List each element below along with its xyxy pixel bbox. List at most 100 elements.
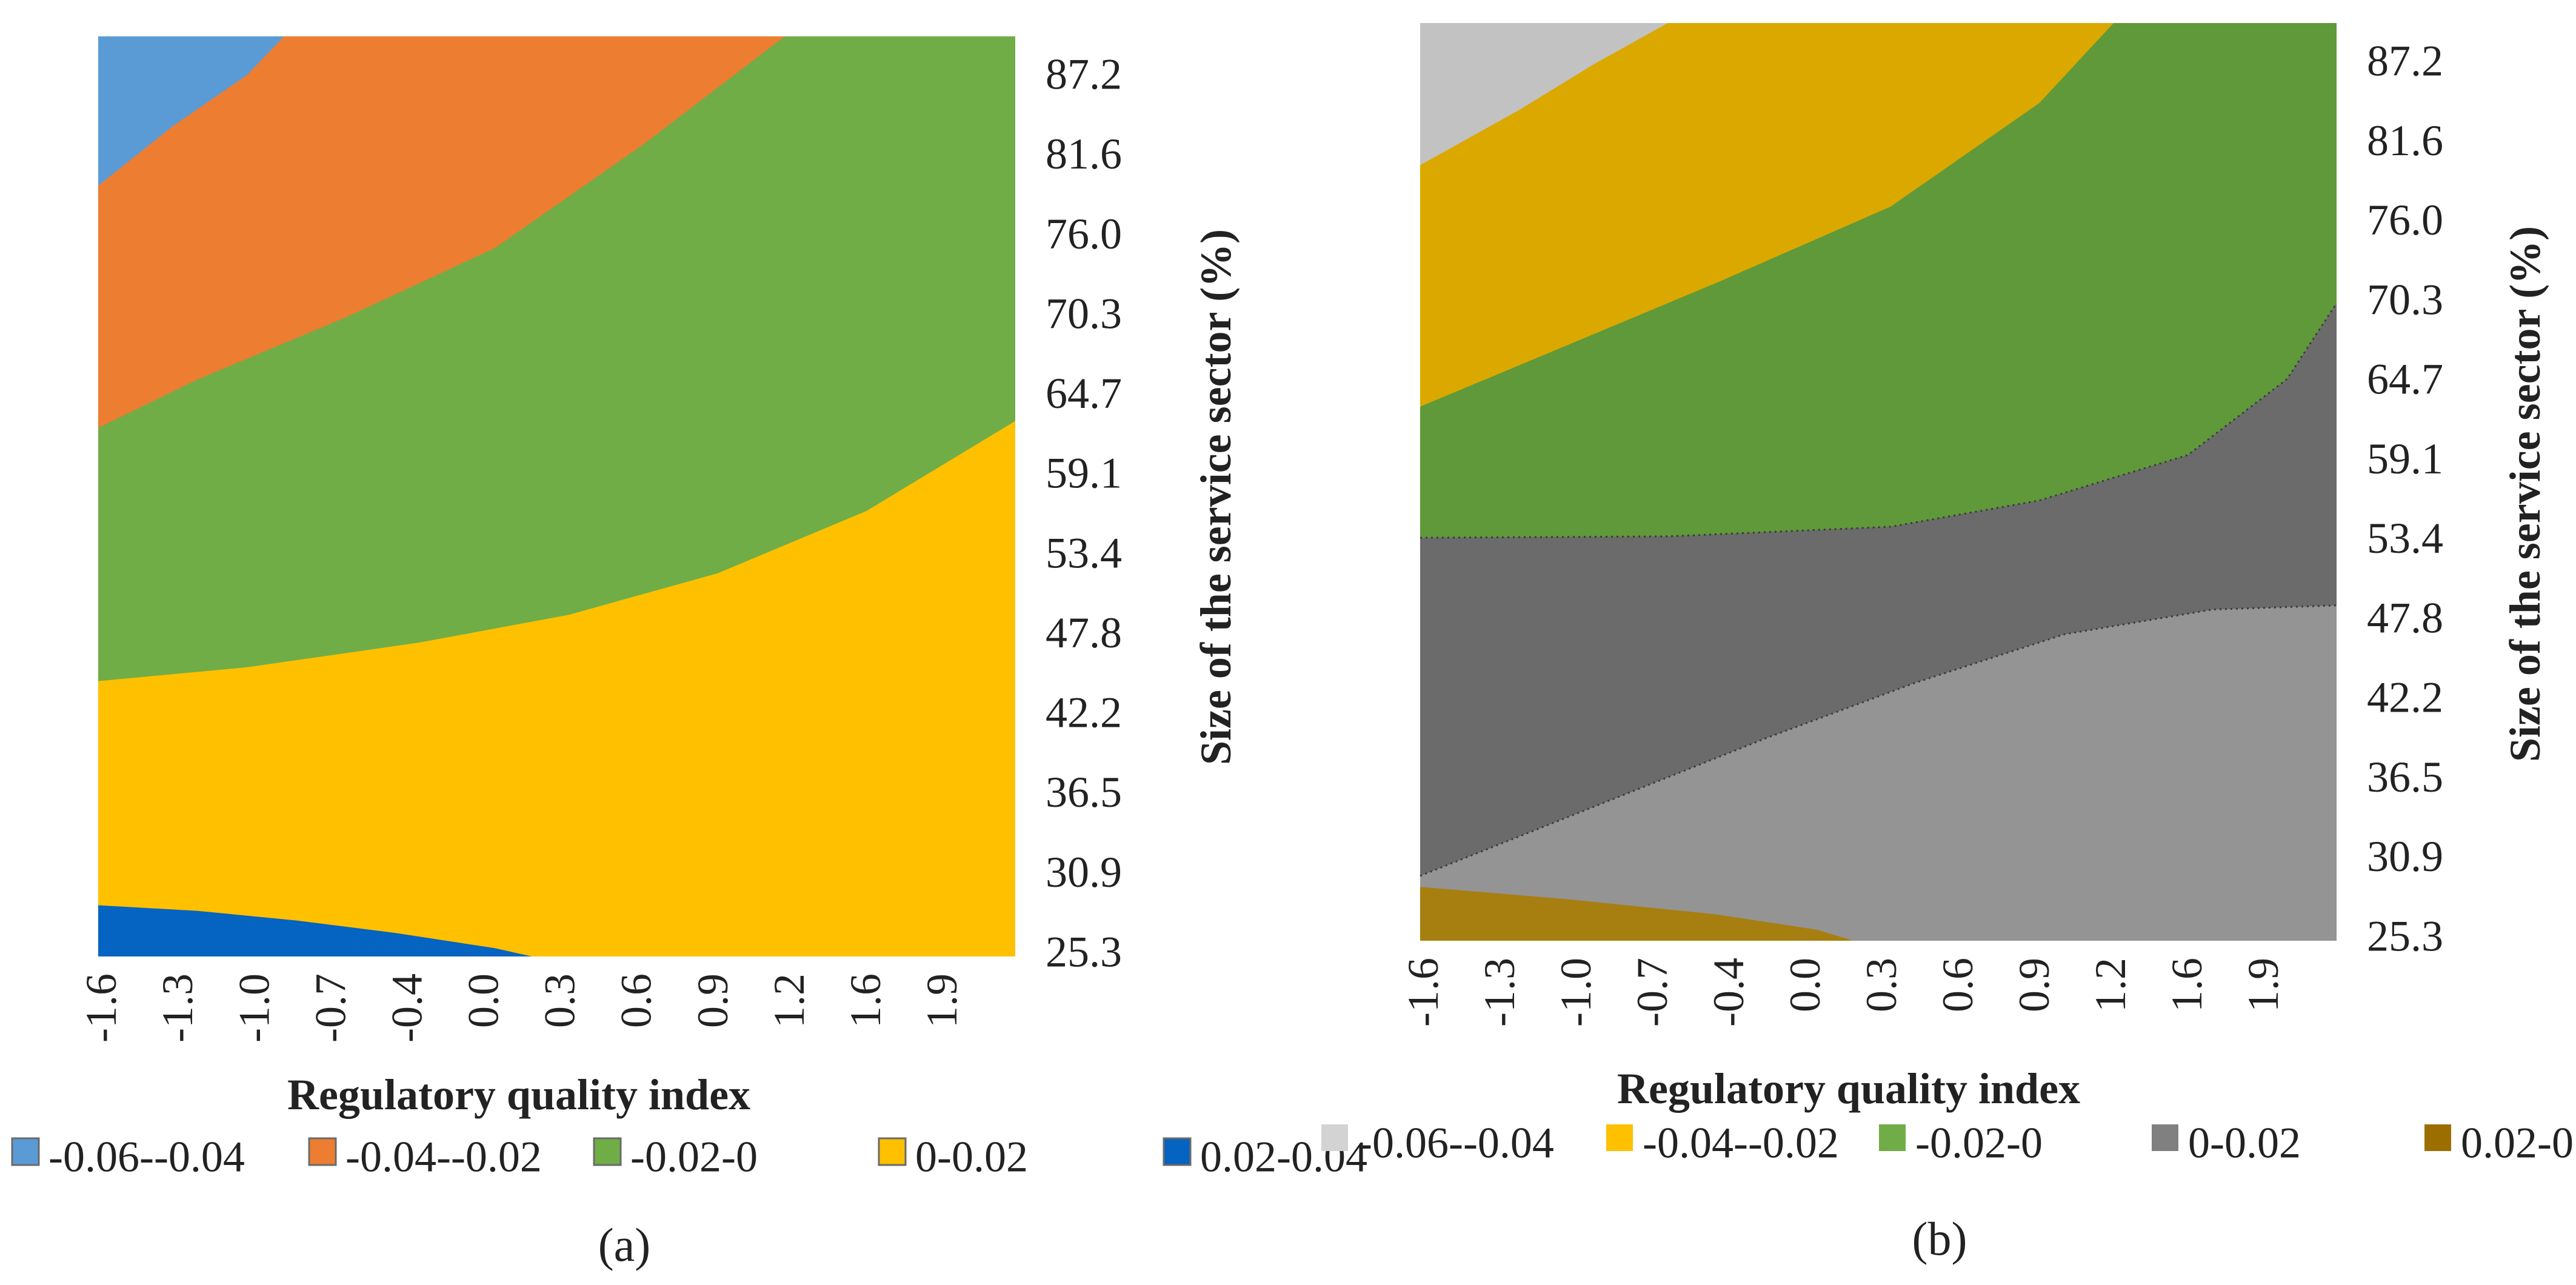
legend-item: 0.02-0.04 [2424,1119,2576,1167]
region--0.04--0.02 [1420,23,2114,407]
y-tick-label: 59.1 [1046,449,1122,498]
x-tick-label: -1.3 [153,973,202,1043]
legend-label: 0-0.02 [2188,1119,2301,1167]
legend-label: -0.02-0 [630,1133,758,1181]
legend-swatch [2152,1124,2178,1151]
legend-label: 0.02-0.04 [2461,1119,2576,1167]
y-tick-label: 81.6 [1046,130,1122,178]
y-tick-label: 36.5 [1046,768,1122,816]
x-tick-label: 1.6 [2163,958,2211,1012]
y-tick-label: 42.2 [1046,689,1122,737]
x-tick-label: 1.2 [765,973,813,1028]
y-tick-label: 47.8 [1046,609,1122,657]
y-tick-label: 59.1 [2367,435,2443,483]
y-tick-label: 25.3 [1046,928,1122,976]
y-tick-labels-a: 87.2 81.6 76.0 70.3 64.7 59.1 53.4 47.8 42.2 36.5… [1046,50,1122,976]
panel-a: -1.6 -1.3 -1.0 -0.7 -0.4 0.0 0.3 0.6 0.9 1.2 1.6 1.… [11,36,1367,1271]
x-tick-label: 1.6 [841,973,890,1028]
x-tick-labels-a: -1.6 -1.3 -1.0 -0.7 -0.4 0.0 0.3 0.6 0.9 1.2 1.6 1.… [77,973,966,1043]
legend-item: -0.02-0 [1879,1119,2043,1167]
x-tick-label: 0.3 [536,973,584,1028]
legend-label: -0.06--0.04 [1358,1119,1554,1167]
x-tick-label: -0.7 [306,973,355,1043]
legend-swatch [2424,1124,2451,1151]
x-tick-label: -1.0 [230,973,278,1043]
legend-item: -0.04--0.02 [308,1133,542,1181]
x-tick-label: 0.0 [1781,958,1829,1012]
x-tick-label: 0.9 [2010,958,2058,1012]
legend-swatch [593,1137,622,1166]
x-tick-label: 0.6 [1934,958,1982,1012]
x-tick-label: -0.4 [382,973,431,1043]
legend-swatch [1321,1124,1348,1151]
y-tick-label: 70.3 [1046,289,1122,338]
legend-swatch [1879,1124,1906,1151]
y-tick-label: 42.2 [2367,673,2443,722]
region-0.02-0.04 [98,905,532,956]
y-tick-label: 30.9 [1046,848,1122,896]
y-tick-label: 76.0 [1046,210,1122,258]
x-tick-label: 0.3 [1857,958,1906,1012]
legend-item: 0-0.02 [878,1133,1028,1181]
region--0.06--0.04 [98,36,284,186]
contour-plot-a [98,36,1015,956]
x-tick-labels-b: -1.6 -1.3 -1.0 -0.7 -0.4 0.0 0.3 0.6 0.9 1.2 1.6 1.… [1399,958,2287,1027]
y-tick-label: 87.2 [2367,37,2443,85]
legend-item: -0.06--0.04 [1321,1119,1554,1167]
x-tick-label: -1.6 [77,973,125,1043]
legend-swatch [878,1137,907,1166]
x-axis-title-a: Regulatory quality index [287,1070,750,1119]
legend-swatch [1606,1124,1633,1151]
contour-plot-b [1420,23,2338,941]
legend-label: -0.02-0 [1915,1119,2043,1167]
legend-label: -0.04--0.02 [1643,1119,1839,1167]
legend-a: -0.06--0.04 -0.04--0.02 -0.02-0 0-0.02 0.02-… [11,1133,1367,1181]
legend-swatch [308,1137,337,1166]
legend-label: -0.04--0.02 [345,1133,542,1181]
x-tick-label: -0.4 [1704,958,1753,1027]
y-tick-label: 64.7 [2367,355,2443,404]
legend-label: -0.06--0.04 [48,1133,245,1181]
panel-b: -1.6 -1.3 -1.0 -0.7 -0.4 0.0 0.3 0.6 0.9 1.2 1.6 1.… [1321,23,2576,1265]
y-tick-label: 30.9 [2367,832,2443,881]
x-tick-label: 1.9 [2239,958,2287,1012]
y-tick-label: 87.2 [1046,50,1122,99]
panel-caption-a: (a) [598,1218,651,1271]
y-tick-label: 53.4 [1046,529,1122,577]
y-tick-label: 76.0 [2367,196,2443,244]
y-tick-label: 81.6 [2367,116,2443,165]
y-tick-label: 70.3 [2367,275,2443,324]
x-axis-title-b: Regulatory quality index [1617,1064,2080,1113]
region-0.02-0.04 [1420,887,1854,941]
legend-swatch [1163,1137,1192,1166]
panel-caption-b: (b) [1912,1212,1967,1265]
legend-swatch [11,1137,40,1166]
x-tick-label: 1.9 [918,973,966,1028]
x-tick-label: -1.0 [1552,958,1600,1027]
legend-item: -0.02-0 [593,1133,758,1181]
x-tick-label: -1.3 [1475,958,1524,1027]
x-tick-label: -1.6 [1399,958,1447,1027]
y-axis-title-a: Size of the service sector (%) [1192,229,1240,765]
x-tick-label: 1.2 [2086,958,2135,1012]
x-tick-label: 0.6 [612,973,661,1028]
legend-item: 0.02-0.04 [1163,1133,1367,1181]
region--0.06--0.04 [1420,23,1668,165]
x-tick-label: 0.0 [459,973,508,1028]
y-tick-label: 25.3 [2367,912,2443,961]
contour-edge-b-1 [1420,604,2337,877]
y-tick-label: 64.7 [1046,369,1122,418]
y-axis-title-b: Size of the service sector (%) [2501,226,2549,762]
region--0.04--0.02 [98,36,785,428]
y-tick-labels-b: 87.2 81.6 76.0 70.3 64.7 59.1 53.4 47.8 42.2 36.5… [2367,37,2443,961]
x-tick-label: 0.9 [689,973,737,1028]
y-tick-label: 47.8 [2367,593,2443,642]
legend-b: -0.06--0.04 -0.04--0.02 -0.02-0 0-0.02 0.02-… [1321,1119,2576,1167]
legend-item: 0-0.02 [2152,1119,2301,1167]
legend-label: 0-0.02 [915,1133,1028,1181]
legend-item: -0.04--0.02 [1606,1119,1839,1167]
y-tick-label: 36.5 [2367,753,2443,801]
y-tick-label: 53.4 [2367,514,2443,562]
x-tick-label: -0.7 [1628,958,1677,1027]
